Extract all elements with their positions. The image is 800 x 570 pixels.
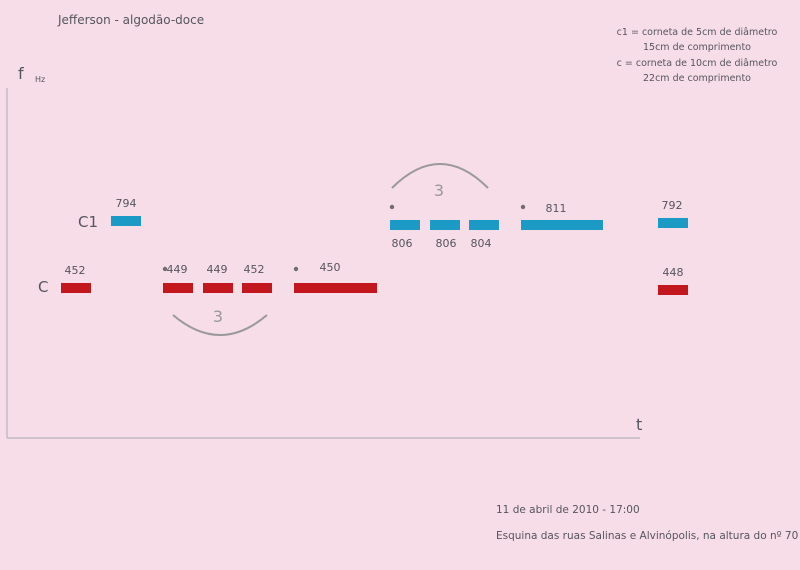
legend-c-line1: c = corneta de 10cm de diâmetro <box>616 58 778 69</box>
note-frequency-label: 449 <box>167 263 188 276</box>
note-bar-c1 <box>469 220 499 230</box>
legend-c: c = corneta de 10cm de diâmetro 22cm de … <box>612 56 782 86</box>
footer-location: Esquina das ruas Salinas e Alvinópolis, … <box>496 530 799 542</box>
legend-c1-line2: 15cm de comprimento <box>642 42 751 53</box>
dotted-note-marker <box>293 266 299 272</box>
dotted-note-marker <box>389 204 395 210</box>
note-frequency-label: 806 <box>436 237 457 250</box>
note-bar-c1 <box>390 220 420 230</box>
note-frequency-label: 449 <box>207 263 228 276</box>
note-bar-c1 <box>430 220 460 230</box>
note-frequency-label: 794 <box>116 197 137 210</box>
note-bar-c1 <box>111 216 141 226</box>
legend-c1: c1 = corneta de 5cm de diâmetro 15cm de … <box>612 25 782 55</box>
row-label-c1: C1 <box>78 213 99 231</box>
note-frequency-label: 452 <box>244 263 265 276</box>
note-bar-c <box>61 283 91 293</box>
note-frequency-label: 452 <box>65 264 86 277</box>
tuplet-arc <box>391 163 489 189</box>
note-bar-c <box>163 283 193 293</box>
note-frequency-label: 804 <box>471 237 492 250</box>
note-frequency-label: 806 <box>392 237 413 250</box>
footer-date-time: 11 de abril de 2010 - 17:00 <box>496 504 640 516</box>
page-title: Jefferson - algodão-doce <box>58 13 205 27</box>
dotted-note-marker <box>520 204 526 210</box>
note-frequency-label: 811 <box>546 202 567 215</box>
note-bar-c1 <box>658 218 688 228</box>
dotted-note-marker <box>162 266 168 272</box>
note-frequency-label: 448 <box>663 266 684 279</box>
note-bar-c <box>658 285 688 295</box>
tuplet-arc <box>172 314 268 336</box>
legend-c1-line1: c1 = corneta de 5cm de diâmetro <box>616 27 778 38</box>
legend-c-line2: 22cm de comprimento <box>642 73 751 84</box>
note-bar-c <box>242 283 272 293</box>
x-axis-label: t <box>636 415 643 434</box>
note-frequency-label: 450 <box>320 261 341 274</box>
note-frequency-label: 792 <box>662 199 683 212</box>
tuplet-label: 3 <box>434 181 444 200</box>
note-bar-c <box>203 283 233 293</box>
y-axis-label: f <box>18 64 24 83</box>
y-axis-unit: Hz <box>35 75 46 84</box>
note-bar-c <box>294 283 377 293</box>
row-label-c: C <box>38 278 49 296</box>
tuplet-label: 3 <box>213 307 223 326</box>
note-bar-c1 <box>521 220 603 230</box>
